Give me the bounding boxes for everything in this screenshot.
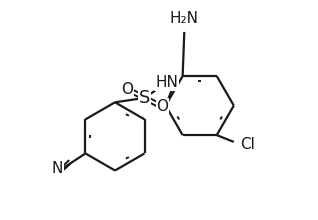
Text: O: O <box>121 82 133 97</box>
Text: Cl: Cl <box>240 137 255 152</box>
Text: N: N <box>52 161 63 176</box>
Text: O: O <box>156 99 168 114</box>
Text: H₂N: H₂N <box>170 11 199 26</box>
Text: HN: HN <box>155 75 178 90</box>
Text: S: S <box>139 89 150 107</box>
